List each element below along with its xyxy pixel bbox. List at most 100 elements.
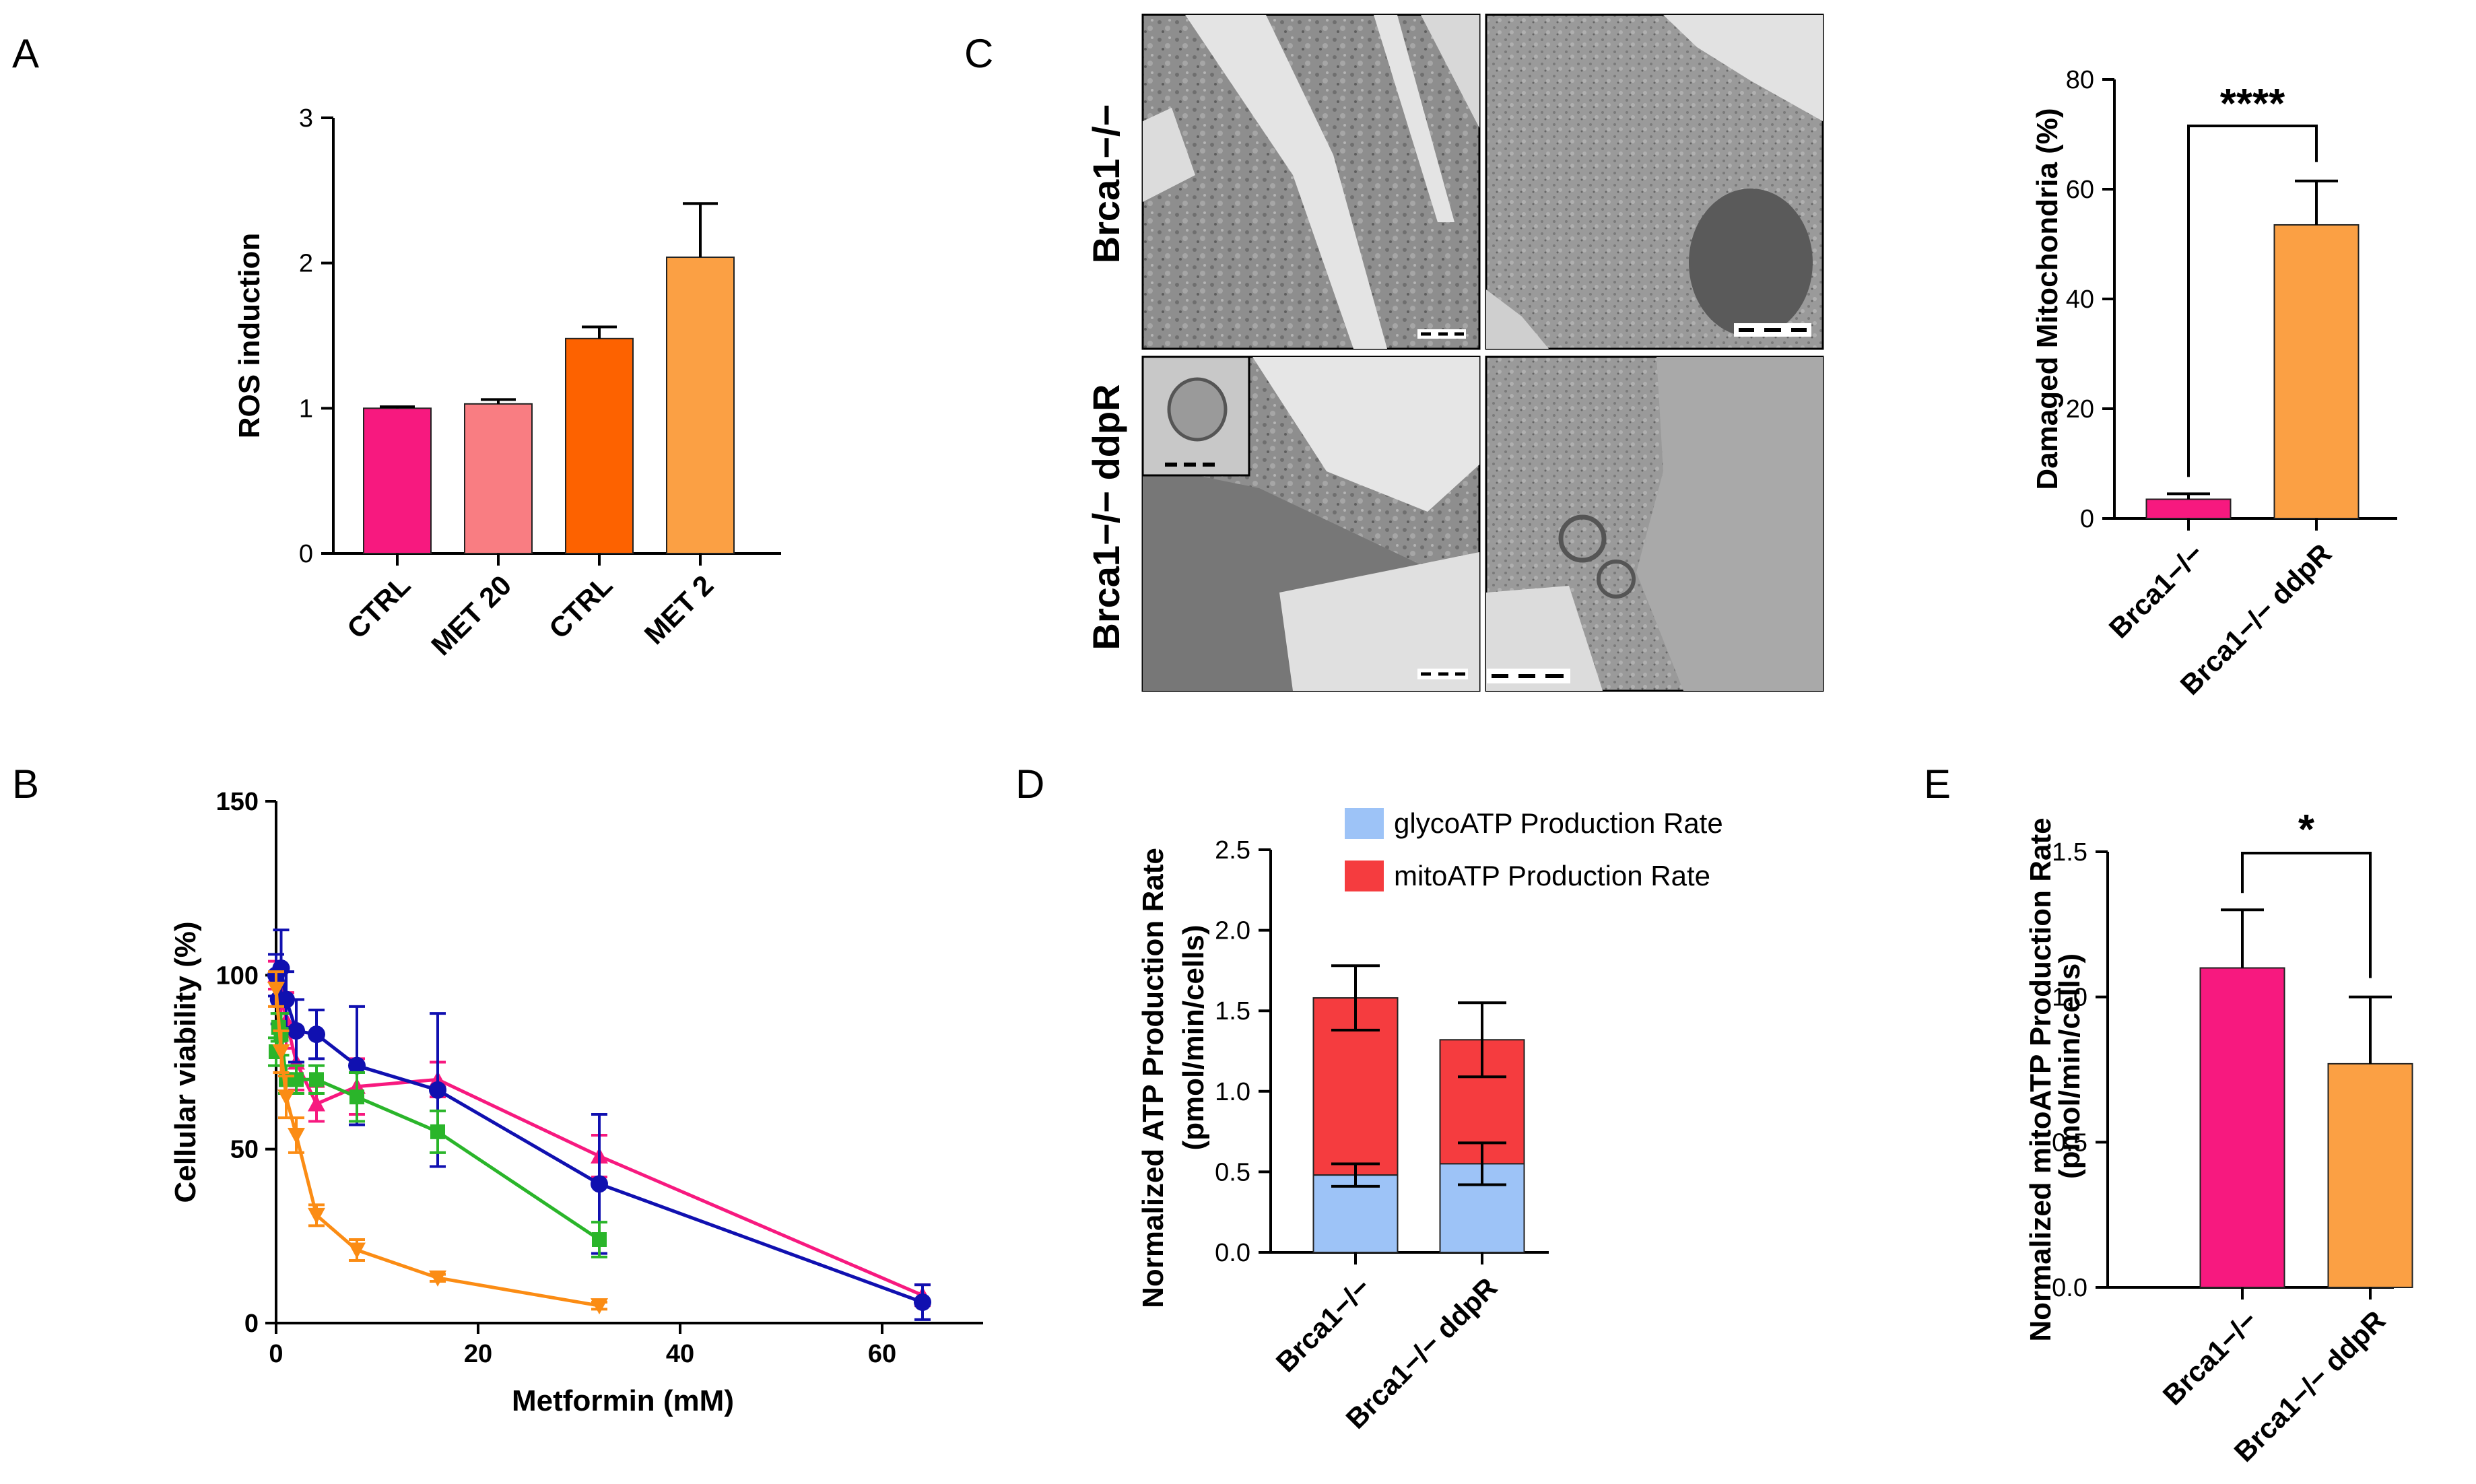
data-point bbox=[308, 1025, 325, 1044]
series-blue bbox=[267, 929, 931, 1321]
y-tick-label: 40 bbox=[2066, 285, 2094, 314]
micrograph-bottom-right bbox=[1485, 356, 1824, 692]
y-tick-label: 1.0 bbox=[2052, 984, 2087, 1012]
x-category-label: MET 2 bbox=[638, 569, 720, 650]
y-tick-label: 0.5 bbox=[1215, 1158, 1250, 1186]
x-axis-title: Metformin (mM) bbox=[512, 1384, 734, 1417]
x-tick-label: 20 bbox=[464, 1340, 492, 1368]
panel-label-b: B bbox=[12, 762, 39, 807]
significance-bracket bbox=[2187, 125, 2318, 477]
legend-swatch bbox=[1345, 808, 1384, 839]
data-point bbox=[308, 1095, 325, 1112]
y-tick-label: 0.0 bbox=[2052, 1274, 2087, 1302]
y-tick-label: 0 bbox=[244, 1310, 259, 1338]
x-category-label: CTRL bbox=[543, 569, 618, 644]
y-axis-title: ROS induction bbox=[233, 233, 266, 439]
y-axis-title-line2: (pmol/min/cells) bbox=[1177, 925, 1210, 1151]
x-category-label: Brca1−/− bbox=[1270, 1271, 1377, 1378]
x-category-label: MET 20 bbox=[425, 569, 517, 661]
data-point bbox=[277, 1089, 295, 1106]
y-tick-label: 3 bbox=[299, 104, 313, 133]
y-axis-title-line1: Normalized mitoATP Production Rate bbox=[2024, 817, 2057, 1341]
data-point bbox=[267, 982, 285, 998]
significance-bracket bbox=[2241, 852, 2372, 978]
data-point bbox=[592, 1232, 607, 1247]
series-orange bbox=[267, 970, 608, 1315]
x-category-label: Brca1−/− bbox=[2157, 1304, 2264, 1411]
legend-label: glycoATP Production Rate bbox=[1394, 807, 1723, 839]
bar bbox=[464, 403, 533, 555]
data-point bbox=[348, 1242, 366, 1259]
panel-label-e: E bbox=[1924, 762, 1951, 807]
data-point bbox=[430, 1124, 445, 1139]
y-tick-label: 2 bbox=[299, 250, 313, 278]
legend-swatch bbox=[1345, 861, 1384, 891]
panel-label-d: D bbox=[1015, 762, 1044, 807]
bar bbox=[363, 407, 432, 554]
micrograph-grid: Brca1−/− Brca1−/− ddpR bbox=[1085, 13, 1824, 692]
y-tick-label: 150 bbox=[216, 788, 259, 816]
chart-d-atp-production: 0.0 0.5 1.0 1.5 2.0 2.5 Normalized ATP Product… bbox=[1137, 807, 1723, 1435]
x-tick-label: 40 bbox=[666, 1340, 694, 1368]
y-axis-title-line2: (pmol/min/cells) bbox=[2053, 953, 2086, 1179]
y-axis-title-line1: Normalized ATP Production Rate bbox=[1137, 848, 1170, 1308]
micrograph-bottom-left bbox=[1141, 356, 1481, 692]
data-point bbox=[309, 1072, 324, 1087]
x-tick-label: 60 bbox=[868, 1340, 896, 1368]
bar bbox=[2273, 224, 2360, 519]
y-tick-label: 100 bbox=[216, 962, 259, 990]
y-tick-label: 80 bbox=[2066, 66, 2094, 94]
y-tick-label: 0.0 bbox=[1215, 1239, 1250, 1267]
panel-label-c: C bbox=[964, 31, 993, 76]
micrograph-row-label-2: Brca1−/− ddpR bbox=[1085, 384, 1127, 650]
bar bbox=[2327, 1063, 2413, 1288]
bar bbox=[2199, 967, 2285, 1288]
bar bbox=[666, 257, 735, 554]
data-point bbox=[591, 1298, 608, 1315]
y-tick-label: 0 bbox=[299, 540, 313, 568]
bar-segment-glycoatp bbox=[1312, 1174, 1399, 1253]
bar bbox=[2145, 498, 2232, 519]
y-axis-title: Damaged Mitochondria (%) bbox=[2031, 108, 2064, 490]
data-point bbox=[272, 1044, 290, 1060]
x-category-label: Brca1−/− bbox=[2103, 537, 2210, 644]
chart-b-cellular-viability: 0 50 100 150 0 20 40 60 Metformin (mM) Cellular v… bbox=[169, 788, 983, 1417]
y-tick-label: 20 bbox=[2066, 395, 2094, 424]
y-tick-label: 2.5 bbox=[1215, 836, 1250, 865]
x-category-label: CTRL bbox=[341, 569, 416, 644]
bar bbox=[565, 337, 634, 554]
y-tick-label: 60 bbox=[2066, 176, 2094, 204]
y-tick-label: 1.0 bbox=[1215, 1078, 1250, 1106]
data-point bbox=[288, 1128, 305, 1144]
y-tick-label: 1.5 bbox=[2052, 838, 2087, 867]
micrograph-row-label-1: Brca1−/− bbox=[1085, 104, 1127, 264]
legend-label: mitoATP Production Rate bbox=[1394, 860, 1710, 891]
y-tick-label: 1 bbox=[299, 395, 313, 423]
data-point bbox=[429, 1270, 446, 1287]
significance-star: * bbox=[2298, 807, 2315, 853]
y-tick-label: 50 bbox=[230, 1136, 259, 1164]
data-point bbox=[348, 1056, 366, 1075]
data-point bbox=[289, 1072, 304, 1087]
y-axis-title: Cellular viability (%) bbox=[169, 921, 202, 1203]
data-point bbox=[288, 1022, 305, 1040]
y-tick-label: 1.5 bbox=[1215, 997, 1250, 1025]
y-tick-label: 2.0 bbox=[1215, 917, 1250, 945]
y-tick-label: 0 bbox=[2080, 505, 2094, 533]
data-point bbox=[591, 1175, 608, 1193]
data-point bbox=[429, 1081, 446, 1099]
data-point bbox=[914, 1293, 931, 1311]
x-tick-label: 0 bbox=[269, 1340, 283, 1368]
data-point bbox=[308, 1207, 325, 1224]
panel-label-a: A bbox=[12, 31, 39, 76]
significance-stars: **** bbox=[2220, 81, 2285, 127]
micrograph-top-right bbox=[1485, 13, 1824, 350]
data-point bbox=[277, 990, 295, 1009]
micrograph-top-left bbox=[1141, 13, 1481, 350]
data-point bbox=[349, 1089, 364, 1105]
y-tick-label: 0.5 bbox=[2052, 1128, 2087, 1157]
